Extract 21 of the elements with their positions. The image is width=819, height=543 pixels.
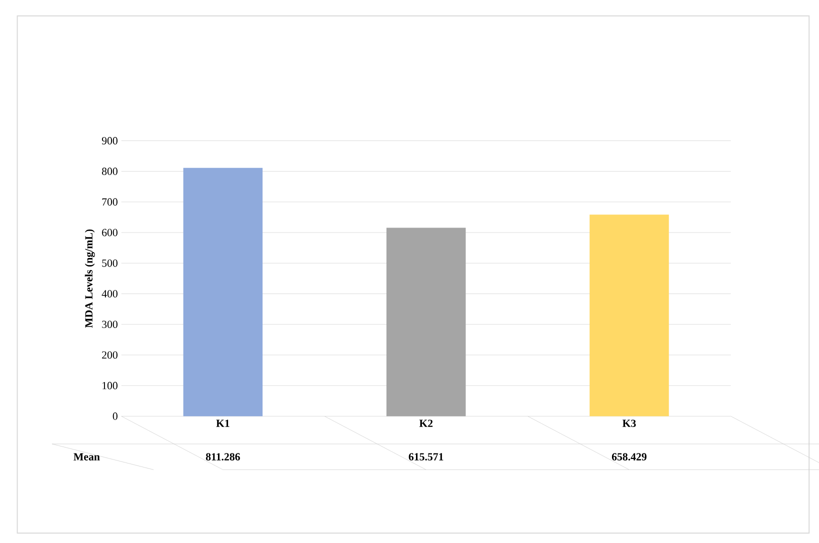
x-tick-label: K3 [622,420,636,427]
y-tick-label: 700 [102,198,118,206]
data-label: 811.286 [206,453,240,461]
y-axis-title: MDA Levels (ng/mL) [84,229,95,328]
text: Mean [74,453,100,460]
data-label: 658.429 [612,453,646,461]
y-tick-label: 500 [102,259,118,267]
x-tick-label: K1 [216,420,230,427]
y-tick-label: 100 [102,382,118,390]
y-tick-label: 400 [102,290,118,298]
y-tick-label: 200 [102,351,118,359]
bar [183,168,263,416]
y-tick-label: 0 [112,412,118,420]
x-tick-label: K2 [419,420,433,427]
data-label: 615.571 [408,453,444,460]
bar [590,214,669,416]
y-tick-label: 300 [102,320,118,328]
y-tick-label: 800 [102,168,118,175]
bar [386,228,466,416]
y-tick-label: 900 [102,137,118,144]
y-tick-label: 600 [102,228,118,236]
